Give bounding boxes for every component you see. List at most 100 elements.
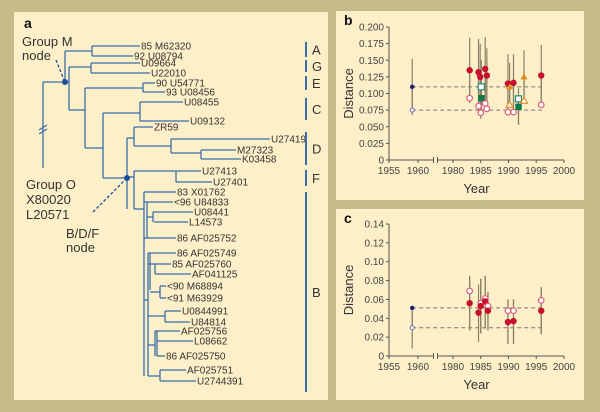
taxon-label: 92 U08794 [134,52,183,63]
panel-c-chart: c 0 0.02 0.04 0.06 0.08 0.10 0.12 0.14 1955 1960 19… [336,209,584,400]
taxon-label: <90 M68894 [167,282,223,293]
taxon-label: U08441 [194,208,229,219]
x-tick-label: 1955 [378,362,401,373]
taxon-label: <96 U84833 [174,198,229,209]
y-tick-label: 0.075 [359,106,384,117]
group-m-label-line2: node [22,48,51,63]
y-tick-label: 0.10 [365,257,385,268]
x-tick-label: 1985 [470,166,493,177]
x-tick-label: 1980 [442,362,465,373]
taxon-label: 93 U08456 [166,88,215,99]
group-m-node-dot [62,79,68,85]
panel-b-chart: b 0 0.025 0.050 0.075 0.100 0.125 0.150 0.175 0.2… [336,11,584,200]
subtype-letter: G [312,59,322,74]
group-m-pointer [55,59,65,81]
group-m-label-line1: Group M [22,34,73,49]
data-point [510,317,517,325]
y-tick-label: 0.04 [365,314,385,325]
taxon-label: AF025756 [181,327,228,338]
taxon-label: U27419 [271,135,306,146]
bdf-pointer [92,179,126,213]
data-point [475,102,482,110]
subtype-letter: B [312,285,321,300]
x-tick-label: 1980 [442,166,465,177]
data-point [409,325,415,331]
taxon-label: 86 AF025750 [166,352,226,363]
data-point [466,67,473,74]
x-tick-label: 2000 [553,362,576,373]
data-point [510,307,517,315]
x-tick-label: 1995 [525,166,548,177]
taxon-label: U84814 [191,318,226,329]
taxon-label: U0844991 [182,307,229,318]
bdf-node-dot [124,175,130,181]
bdf-label-line2: node [66,240,95,255]
y-tick-label: 0 [378,156,384,167]
taxon-label: L14573 [189,218,223,229]
subtype-letter: F [312,171,320,186]
x-tick-label: 1990 [497,362,520,373]
x-tick-label: 1960 [407,166,430,177]
y-tick-label: 0.150 [359,56,384,67]
x-tick-label: 1955 [378,166,401,177]
chart-c-svg: c 0 0.02 0.04 0.06 0.08 0.10 0.12 0.14 1955 1960 19… [341,210,576,392]
data-point [504,307,512,315]
taxon-label: K03458 [242,155,277,166]
panel-letter-a: a [24,15,32,31]
x-axis-label: Year [463,181,490,196]
taxon-label: L08662 [194,337,228,348]
taxon-label: AF041125 [192,270,238,281]
taxon-label: AF025751 [187,366,234,377]
data-point [477,83,485,91]
data-point [466,300,473,307]
taxon-label: ZR59 [154,123,179,134]
taxon-label: U08455 [184,98,219,109]
taxon-label: <91 M63929 [167,294,223,305]
y-tick-label: 0.14 [365,220,385,231]
data-point [504,108,512,116]
data-point [510,108,517,116]
taxon-label: U2744391 [197,377,244,388]
data-point [519,96,529,104]
x-tick-label: 1985 [470,362,493,373]
data-point [409,107,415,113]
data-point [475,309,482,316]
subtype-letter: C [312,102,321,117]
taxon-label: 85 AF025760 [172,260,232,271]
taxon-label: 83 X01762 [177,188,226,199]
data-point [477,302,484,310]
group-o-label-line3: L20571 [26,207,69,222]
x-axis-break-gap [433,157,438,163]
data-point [466,287,474,295]
y-tick-label: 0 [378,352,384,363]
data-point [484,307,492,314]
data-point [505,100,515,108]
taxon-label: U27401 [213,178,248,189]
panel-a-phylogenetic-tree: a Group M node Group O X80020 L20571 B/D… [14,12,328,400]
taxon-label: 86 AF025752 [177,234,237,245]
data-point [538,72,545,79]
y-axis-label: Distance [341,68,356,119]
data-point [481,65,489,73]
y-tick-label: 0.200 [359,23,384,34]
x-tick-label: 1990 [497,166,520,177]
taxon-label: 90 U54771 [156,79,205,90]
panel-letter-b: b [344,12,353,28]
axis-break-mark [38,128,48,135]
y-tick-label: 0.025 [359,139,384,150]
data-point [410,305,415,311]
x-axis-label: Year [463,377,490,392]
y-tick-label: 0.12 [365,238,385,249]
data-point [478,94,485,102]
panel-letter-c: c [344,210,352,226]
y-tick-label: 0.08 [365,276,385,287]
data-point [483,105,491,113]
axis-break-mark [38,124,48,131]
y-axis-label: Distance [341,265,356,316]
taxon-label: U22010 [151,69,186,80]
taxon-label: U09664 [141,59,176,70]
data-point [476,73,484,81]
y-tick-label: 0.050 [359,122,384,133]
chart-b-svg: b 0 0.025 0.050 0.075 0.100 0.125 0.150 0.175 0.2… [341,12,576,196]
y-tick-label: 0.175 [359,39,384,50]
